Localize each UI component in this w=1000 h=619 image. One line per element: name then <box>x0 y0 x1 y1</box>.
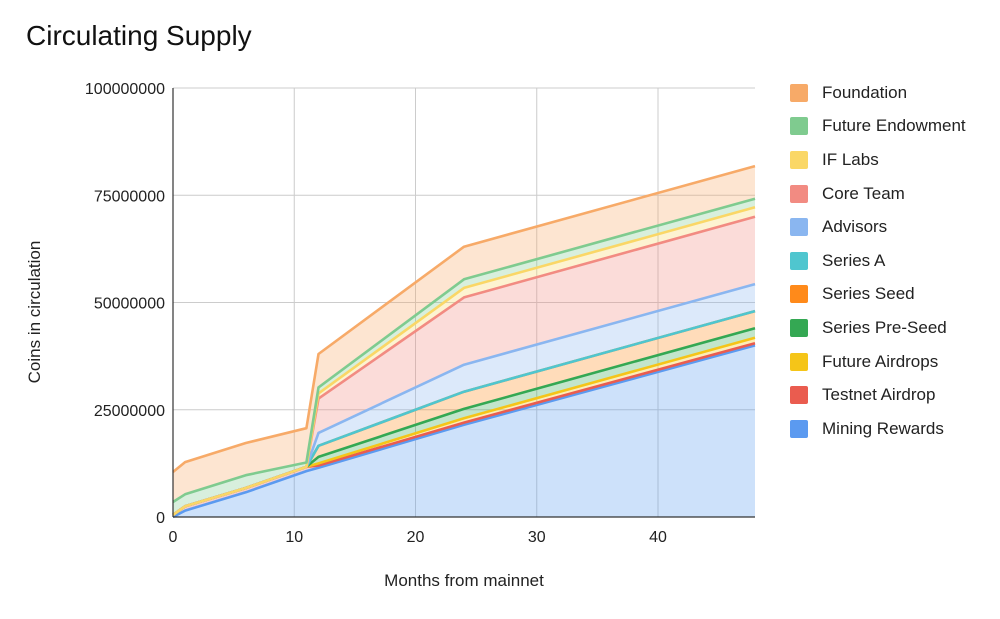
chart-legend: Foundation Future Endowment IF Labs Core Te… <box>790 76 966 446</box>
area-series-seed <box>173 311 755 515</box>
legend-swatch <box>790 318 808 337</box>
y-tick-label: 25000000 <box>94 403 165 420</box>
legend-label: Series A <box>822 250 886 270</box>
legend-item-core-team: Core Team <box>790 177 966 211</box>
x-tick-label: 0 <box>169 529 178 546</box>
y-tick-label: 100000000 <box>85 81 165 98</box>
area-advisors <box>173 284 755 515</box>
x-tick-label: 30 <box>528 529 546 546</box>
legend-item-if-labs: IF Labs <box>790 143 966 177</box>
x-tick-label: 40 <box>649 529 667 546</box>
legend-item-mining-rewards: Mining Rewards <box>790 412 966 446</box>
legend-label: Future Airdrops <box>822 351 939 371</box>
area-future-endowment <box>173 198 755 515</box>
legend-item-foundation: Foundation <box>790 76 966 110</box>
legend-item-future-endowment: Future Endowment <box>790 110 966 144</box>
legend-swatch <box>790 386 808 405</box>
y-axis-label: Coins in circulation <box>25 241 44 384</box>
legend-label: Foundation <box>822 82 908 102</box>
legend-label: Series Pre-Seed <box>822 317 947 337</box>
chart-title: Circulating Supply <box>26 20 252 51</box>
x-tick-label: 10 <box>285 529 303 546</box>
legend-item-advisors: Advisors <box>790 210 966 244</box>
x-tick-label: 20 <box>407 529 425 546</box>
legend-swatch <box>790 285 808 304</box>
y-tick-label: 50000000 <box>94 296 165 313</box>
legend-swatch <box>790 117 808 136</box>
line-foundation <box>172 164 756 474</box>
legend-label: Advisors <box>822 217 888 237</box>
area-mining-rewards <box>173 345 755 517</box>
line-mining-rewards <box>172 344 756 519</box>
legend-label: Testnet Airdrop <box>822 385 936 405</box>
line-if-labs <box>172 206 756 516</box>
legend-item-series-pre-seed: Series Pre-Seed <box>790 311 966 345</box>
legend-label: Series Seed <box>822 284 915 304</box>
legend-label: Core Team <box>822 183 905 203</box>
y-tick-label: 75000000 <box>94 188 165 205</box>
legend-label: IF Labs <box>822 149 879 169</box>
legend-swatch <box>790 251 808 270</box>
legend-item-series-a: Series A <box>790 244 966 278</box>
legend-item-series-seed: Series Seed <box>790 278 966 312</box>
area-series-pre-seed <box>173 328 755 515</box>
y-tick-label: 0 <box>156 510 165 527</box>
legend-swatch <box>790 218 808 237</box>
legend-item-testnet-airdrop: Testnet Airdrop <box>790 378 966 412</box>
x-axis-label: Months from mainnet <box>384 571 544 590</box>
legend-swatch <box>790 184 808 203</box>
legend-swatch <box>790 150 808 169</box>
legend-label: Future Endowment <box>822 116 966 136</box>
area-foundation <box>173 166 755 502</box>
area-core-team <box>173 216 755 515</box>
legend-swatch <box>790 83 808 102</box>
line-future-endowment <box>172 197 756 504</box>
legend-swatch <box>790 352 808 371</box>
legend-label: Mining Rewards <box>822 418 944 438</box>
legend-swatch <box>790 419 808 438</box>
legend-item-future-airdrops: Future Airdrops <box>790 345 966 379</box>
